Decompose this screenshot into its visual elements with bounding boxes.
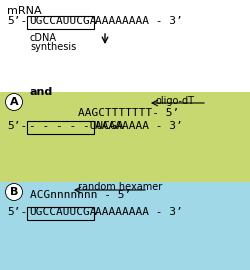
Bar bbox=[27, 16, 94, 29]
Text: mRNA: mRNA bbox=[7, 6, 42, 16]
Text: UGCCAUUCGA: UGCCAUUCGA bbox=[29, 207, 96, 217]
Text: A: A bbox=[10, 97, 18, 107]
Text: B: B bbox=[10, 187, 18, 197]
Circle shape bbox=[6, 93, 22, 110]
Text: ACGnnnnnnn - 5’: ACGnnnnnnn - 5’ bbox=[30, 190, 131, 200]
Text: and: and bbox=[30, 87, 53, 97]
Bar bbox=[27, 121, 94, 134]
Text: UGCCAUUCGA: UGCCAUUCGA bbox=[29, 16, 96, 26]
Bar bbox=[27, 207, 94, 220]
Text: cDNA: cDNA bbox=[30, 33, 57, 43]
Circle shape bbox=[6, 184, 22, 201]
Text: 5’-: 5’- bbox=[7, 207, 27, 217]
Text: AAAAAAAA - 3’: AAAAAAAA - 3’ bbox=[95, 207, 183, 217]
Text: AAGCTTTTTTT- 5’: AAGCTTTTTTT- 5’ bbox=[78, 108, 179, 118]
Text: - - - - -UUCGA: - - - - -UUCGA bbox=[29, 121, 124, 131]
Text: oligo-dT: oligo-dT bbox=[155, 96, 194, 106]
Text: AAAAAAAA - 3’: AAAAAAAA - 3’ bbox=[95, 16, 183, 26]
Text: synthesis: synthesis bbox=[30, 42, 76, 52]
Text: AAAAAAAA - 3’: AAAAAAAA - 3’ bbox=[95, 121, 183, 131]
Bar bbox=[0, 92, 250, 182]
Text: random hexamer: random hexamer bbox=[78, 182, 162, 192]
Text: 5’-: 5’- bbox=[7, 16, 27, 26]
Bar bbox=[0, 182, 250, 270]
Text: 5’-: 5’- bbox=[7, 121, 27, 131]
